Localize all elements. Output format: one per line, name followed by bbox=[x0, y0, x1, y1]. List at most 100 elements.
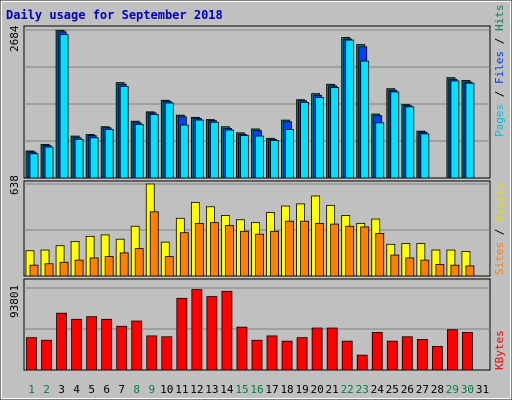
bar-kbytes-day-12 bbox=[192, 290, 202, 370]
bar-kbytes-day-2 bbox=[42, 340, 52, 370]
x-tick-label: 24 bbox=[371, 383, 385, 396]
bar-pages-day-8 bbox=[135, 125, 143, 178]
bar-sites-day-30 bbox=[466, 266, 474, 276]
legend-kbytes: KBytes bbox=[493, 330, 506, 370]
bar-pages-day-14 bbox=[225, 130, 233, 178]
bar-kbytes-day-25 bbox=[387, 341, 397, 370]
bar-pages-day-3 bbox=[60, 35, 68, 178]
chart-title: Daily usage for September 2018 bbox=[6, 8, 223, 22]
x-tick-label: 20 bbox=[311, 383, 324, 396]
bar-kbytes-day-27 bbox=[417, 339, 427, 370]
bar-pages-day-15 bbox=[240, 136, 248, 178]
bar-sites-day-5 bbox=[90, 258, 98, 276]
x-tick-label: 16 bbox=[250, 383, 263, 396]
bar-kbytes-day-21 bbox=[327, 328, 337, 370]
bar-sites-day-17 bbox=[271, 231, 279, 276]
bar-sites-day-26 bbox=[406, 258, 414, 276]
legend-middle: Sites / Visits bbox=[493, 182, 506, 275]
x-tick-label: 15 bbox=[235, 383, 248, 396]
bar-sites-day-2 bbox=[45, 264, 53, 276]
bar-pages-day-4 bbox=[75, 139, 83, 178]
x-tick-label: 21 bbox=[326, 383, 339, 396]
bar-sites-day-9 bbox=[150, 212, 158, 276]
bar-sites-day-11 bbox=[180, 233, 188, 276]
x-tick-label: 27 bbox=[416, 383, 429, 396]
bar-kbytes-day-5 bbox=[87, 317, 97, 370]
x-tick-label: 5 bbox=[88, 383, 95, 396]
bar-kbytes-day-30 bbox=[462, 332, 472, 370]
legend-top: Pages / Files / Hits bbox=[493, 5, 506, 138]
bar-kbytes-day-14 bbox=[222, 291, 232, 370]
bar-pages-day-24 bbox=[376, 123, 384, 178]
legend-hits: Hits bbox=[493, 5, 506, 32]
bar-pages-day-9 bbox=[150, 115, 158, 178]
svg-text:Pages / Files / Hits: Pages / Files / Hits bbox=[493, 5, 506, 138]
x-tick-label: 3 bbox=[58, 383, 65, 396]
bar-sites-day-1 bbox=[30, 265, 38, 276]
ymax-label-hits: 2684 bbox=[8, 25, 21, 52]
bar-kbytes-day-3 bbox=[57, 313, 67, 370]
bar-kbytes-day-24 bbox=[372, 332, 382, 370]
bar-kbytes-day-29 bbox=[447, 330, 457, 370]
x-tick-label: 22 bbox=[341, 383, 354, 396]
x-tick-label: 25 bbox=[386, 383, 399, 396]
legend-pages: Pages bbox=[493, 104, 506, 137]
bar-sites-day-28 bbox=[436, 264, 444, 276]
x-tick-label: 26 bbox=[401, 383, 414, 396]
bar-pages-day-11 bbox=[180, 125, 188, 178]
x-tick-label: 17 bbox=[265, 383, 278, 396]
bar-pages-day-22 bbox=[346, 40, 354, 178]
bar-sites-day-12 bbox=[195, 223, 203, 276]
legend-bottom: KBytes bbox=[493, 330, 506, 370]
x-tick-label: 6 bbox=[103, 383, 110, 396]
x-tick-label: 13 bbox=[205, 383, 218, 396]
x-axis-labels: 1 2 3 4 5 6 7 8 9 10 11 12 13 14 15 16 17 18 19 20 21 22 23 24 2… bbox=[28, 383, 489, 396]
bar-sites-day-13 bbox=[210, 223, 218, 276]
x-tick-label: 12 bbox=[190, 383, 203, 396]
bar-kbytes-day-15 bbox=[237, 327, 247, 370]
bar-kbytes-day-22 bbox=[342, 341, 352, 370]
bar-kbytes-day-23 bbox=[357, 355, 367, 370]
x-tick-label: 18 bbox=[280, 383, 293, 396]
ymax-label-kbytes: 93801 bbox=[8, 285, 21, 318]
bar-sites-day-19 bbox=[301, 221, 309, 276]
bar-kbytes-day-11 bbox=[177, 298, 187, 370]
bar-kbytes-day-4 bbox=[72, 319, 82, 370]
bar-pages-day-27 bbox=[421, 134, 429, 178]
x-tick-label: 31 bbox=[476, 383, 489, 396]
bar-sites-day-14 bbox=[225, 226, 233, 276]
x-tick-label: 29 bbox=[446, 383, 459, 396]
bar-kbytes-day-19 bbox=[297, 338, 307, 370]
x-tick-label: 4 bbox=[73, 383, 80, 396]
legend-sites: Sites bbox=[493, 242, 506, 275]
bar-kbytes-day-1 bbox=[27, 338, 37, 370]
bar-kbytes-day-17 bbox=[267, 336, 277, 370]
bar-pages-day-29 bbox=[451, 81, 459, 178]
bar-pages-day-2 bbox=[45, 147, 53, 178]
bar-pages-day-19 bbox=[301, 102, 309, 178]
bar-kbytes-day-8 bbox=[132, 321, 142, 370]
legend-files: Files bbox=[493, 51, 506, 84]
bar-pages-day-1 bbox=[30, 154, 38, 178]
bar-sites-day-10 bbox=[165, 257, 173, 276]
bar-kbytes-day-18 bbox=[282, 341, 292, 370]
bar-sites-day-8 bbox=[135, 249, 143, 276]
bar-kbytes-day-7 bbox=[117, 326, 127, 370]
bar-pages-day-21 bbox=[331, 88, 339, 178]
svg-text:Sites / Visits: Sites / Visits bbox=[493, 182, 506, 275]
x-tick-label: 9 bbox=[148, 383, 155, 396]
bar-sites-day-4 bbox=[75, 260, 83, 276]
bar-sites-day-15 bbox=[240, 231, 248, 276]
bar-sites-day-24 bbox=[376, 233, 384, 276]
bar-sites-day-16 bbox=[255, 234, 263, 276]
x-tick-label: 28 bbox=[431, 383, 444, 396]
bar-sites-day-27 bbox=[421, 260, 429, 276]
bar-pages-day-26 bbox=[406, 107, 414, 178]
bar-pages-day-18 bbox=[286, 129, 294, 178]
bar-pages-day-25 bbox=[391, 92, 399, 178]
bar-sites-day-20 bbox=[316, 223, 324, 276]
x-tick-label: 10 bbox=[160, 383, 173, 396]
x-tick-label: 2 bbox=[43, 383, 50, 396]
x-tick-label: 11 bbox=[175, 383, 188, 396]
